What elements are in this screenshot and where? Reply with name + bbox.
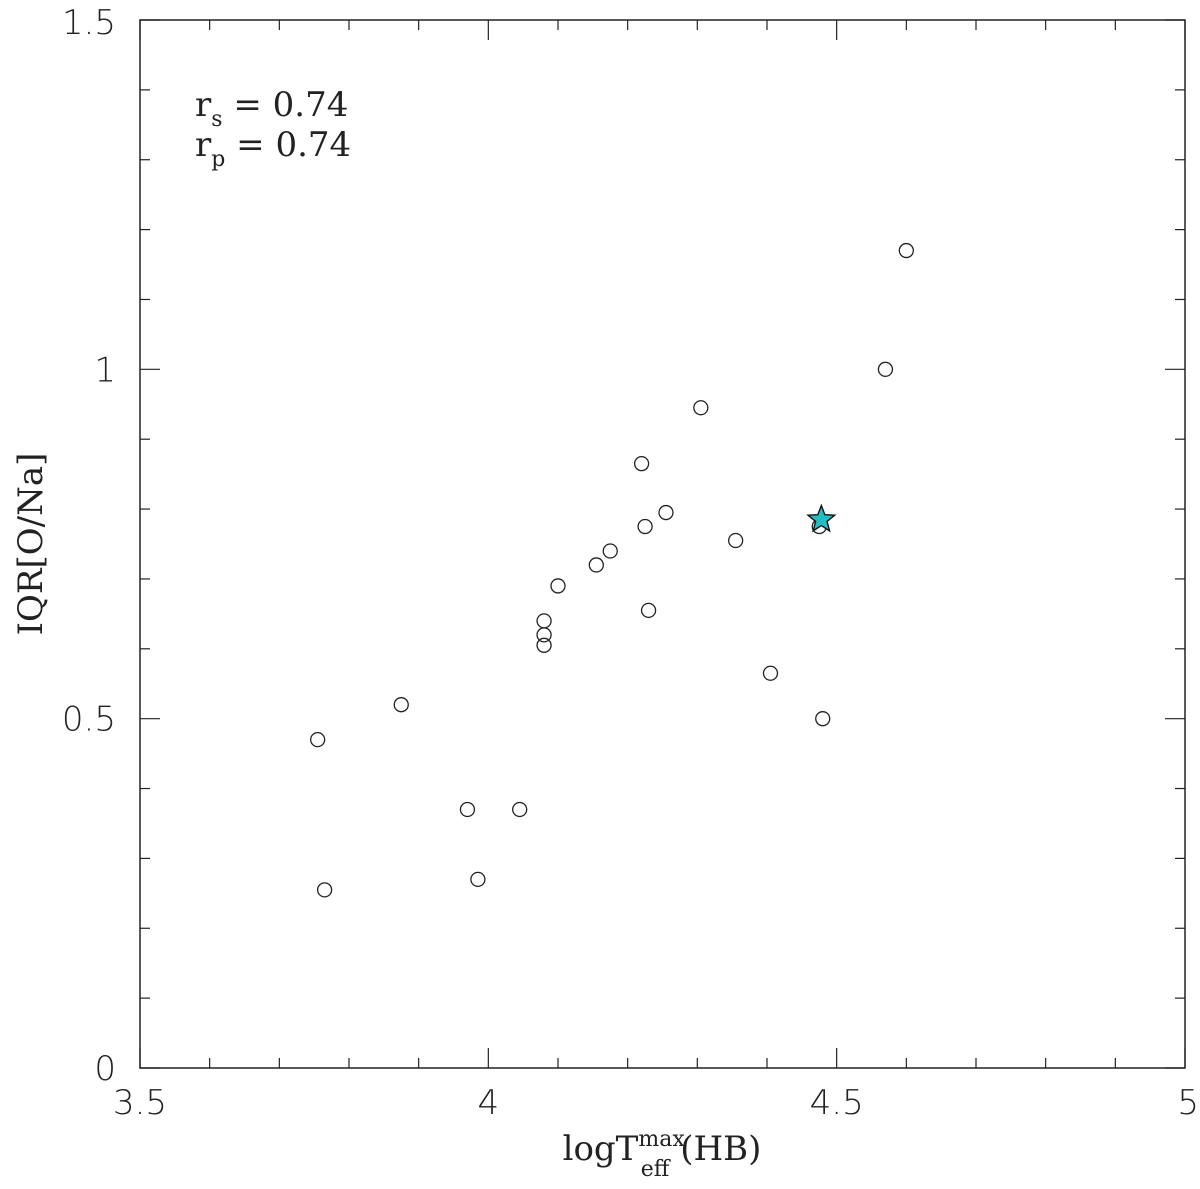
data-point: [393, 697, 409, 713]
x-axis-title-sub: eff: [641, 1157, 671, 1182]
data-point: [512, 801, 528, 818]
data-point: [898, 242, 914, 259]
data-point: [536, 637, 552, 653]
y-tick-label: 1: [94, 350, 116, 390]
data-point: [637, 518, 653, 535]
data-point: [762, 665, 779, 681]
annotation-rs-symbol: r: [195, 85, 212, 125]
x-axis-title-suffix: (HB): [669, 1129, 761, 1169]
tick-marks: [139, 19, 1186, 1069]
data-point: [459, 801, 476, 818]
annotation-rs-sub: s: [211, 107, 222, 132]
tick-labels: 3.5 4 4.5 5 0 0.5 1 1.5: [62, 3, 1199, 1123]
annotation-rp: rp = 0.74: [195, 125, 351, 172]
data-point: [536, 613, 552, 629]
x-tick-label: 4.5: [810, 1083, 864, 1123]
plot-frame: [139, 19, 1186, 1069]
data-point: [550, 578, 566, 594]
data-point: [633, 456, 650, 472]
y-axis-title: IQR[O/Na]: [11, 453, 51, 636]
data-point: [309, 731, 326, 748]
data-point: [877, 361, 894, 377]
x-axis-title-main: logT: [563, 1129, 639, 1169]
y-tick-label: 1.5: [62, 3, 116, 43]
data-points: [309, 242, 914, 898]
data-point: [588, 557, 604, 573]
x-tick-label: 3.5: [113, 1083, 167, 1123]
annotation-rs: rs = 0.74: [195, 85, 348, 132]
data-point: [602, 543, 618, 559]
data-point: [640, 602, 657, 619]
annotation-rp-sub: p: [211, 147, 225, 172]
annotation-rs-text: = 0.74: [223, 85, 349, 125]
y-tick-label: 0.5: [62, 700, 116, 740]
data-point: [658, 504, 674, 521]
data-point: [815, 711, 831, 727]
data-point-star: [806, 503, 837, 533]
data-point: [728, 532, 744, 549]
data-point: [316, 882, 333, 898]
x-tick-label: 5: [1177, 1083, 1199, 1123]
data-point: [470, 871, 486, 888]
data-point: [536, 627, 552, 643]
annotation-rp-symbol: r: [195, 125, 212, 165]
annotation-rp-text: = 0.74: [225, 125, 351, 165]
x-axis-title: logTmax eff (HB): [563, 1127, 762, 1182]
x-axis-title-sup: max: [638, 1127, 685, 1152]
x-tick-label: 4: [478, 1083, 500, 1123]
y-tick-label: 0: [94, 1049, 116, 1089]
data-point: [693, 400, 709, 416]
